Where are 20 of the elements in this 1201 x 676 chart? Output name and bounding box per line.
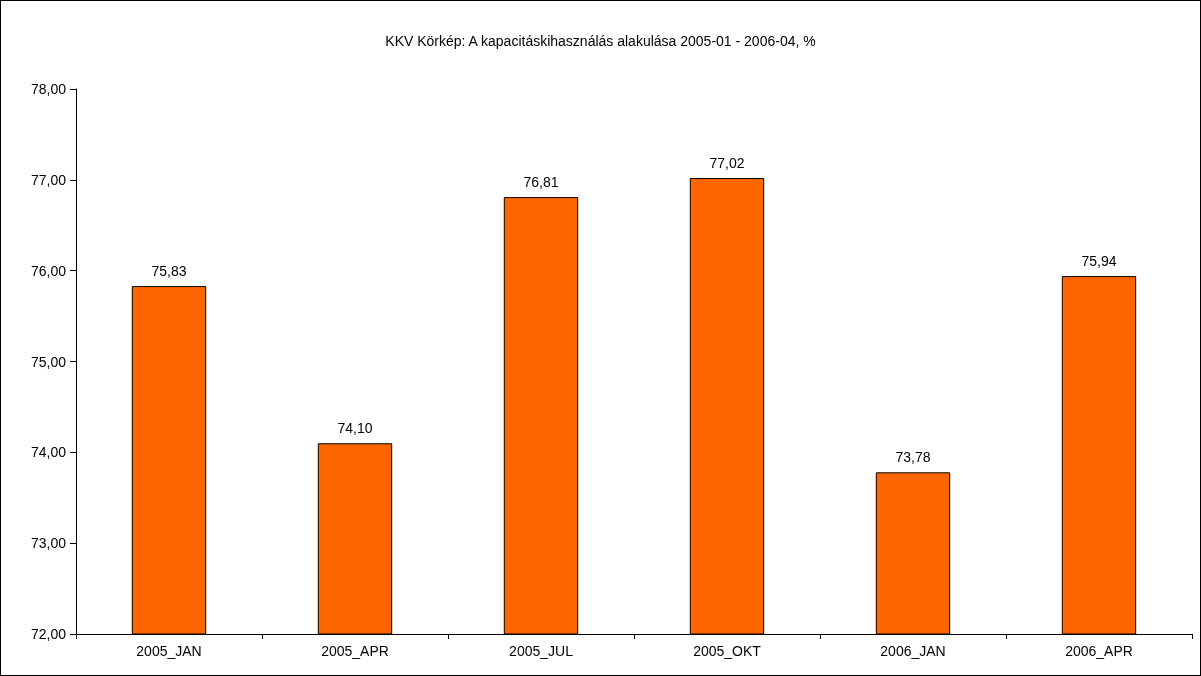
data-label: 76,81	[523, 174, 559, 191]
data-label: 75,94	[1081, 253, 1117, 270]
x-tick-label: 2005_JAN	[136, 643, 202, 659]
y-tick-label: 78,00	[30, 81, 67, 97]
y-tick-label: 76,00	[30, 262, 67, 279]
data-label: 73,78	[895, 449, 931, 466]
y-tick-label: 77,00	[30, 171, 67, 188]
data-label: 74,10	[337, 420, 373, 437]
y-tick-label: 72,00	[30, 626, 67, 642]
y-tick-label: 73,00	[30, 535, 67, 552]
y-tick-label: 75,00	[30, 353, 67, 370]
x-tick-label: 2006_JAN	[880, 643, 946, 659]
x-tick-label: 2005_APR	[321, 643, 389, 659]
x-tick-label: 2005_OKT	[693, 643, 762, 659]
chart-title: KKV Körkép: A kapacitáskihasználás alakulása 2005-01 - 2006-04, %	[385, 33, 816, 49]
x-tick-label: 2006_APR	[1065, 643, 1133, 659]
x-tick-label: 2005_JUL	[509, 643, 574, 659]
data-label: 75,83	[151, 263, 187, 280]
y-tick-label: 74,00	[30, 444, 67, 461]
data-label: 77,02	[709, 155, 745, 172]
